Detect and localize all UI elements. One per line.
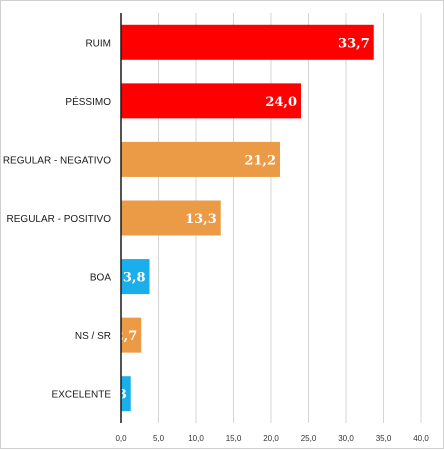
data-label: 3,8	[123, 271, 146, 286]
category-label: NS / SR	[75, 331, 111, 342]
x-tick-label: 10,0	[188, 434, 204, 443]
data-label: 2,7	[115, 329, 138, 344]
x-tick-label: 20,0	[263, 434, 279, 443]
bar	[121, 317, 142, 353]
bar	[121, 200, 221, 236]
x-tick-label: 0,0	[115, 434, 127, 443]
x-tick-label: 15,0	[226, 434, 242, 443]
bar	[121, 259, 150, 295]
bar	[121, 24, 374, 60]
data-label: 21,2	[244, 153, 276, 168]
bar	[121, 376, 131, 412]
data-label: 13,3	[185, 212, 217, 227]
x-tick-label: 40,0	[413, 434, 429, 443]
bar	[121, 83, 301, 119]
category-label: EXCELENTE	[52, 390, 112, 401]
category-label: BOA	[90, 273, 111, 284]
category-label: REGULAR - NEGATIVO	[3, 155, 111, 166]
bar	[121, 141, 280, 177]
x-tick-label: 30,0	[338, 434, 354, 443]
x-tick-label: 25,0	[301, 434, 317, 443]
x-tick-label: 5,0	[153, 434, 165, 443]
category-label: RUIM	[85, 38, 111, 49]
data-label: 24,0	[265, 95, 297, 110]
data-label: 33,7	[338, 36, 370, 51]
category-label: PÉSSIMO	[65, 95, 111, 108]
x-tick-label: 35,0	[376, 434, 392, 443]
category-label: REGULAR - POSITIVO	[7, 214, 112, 225]
